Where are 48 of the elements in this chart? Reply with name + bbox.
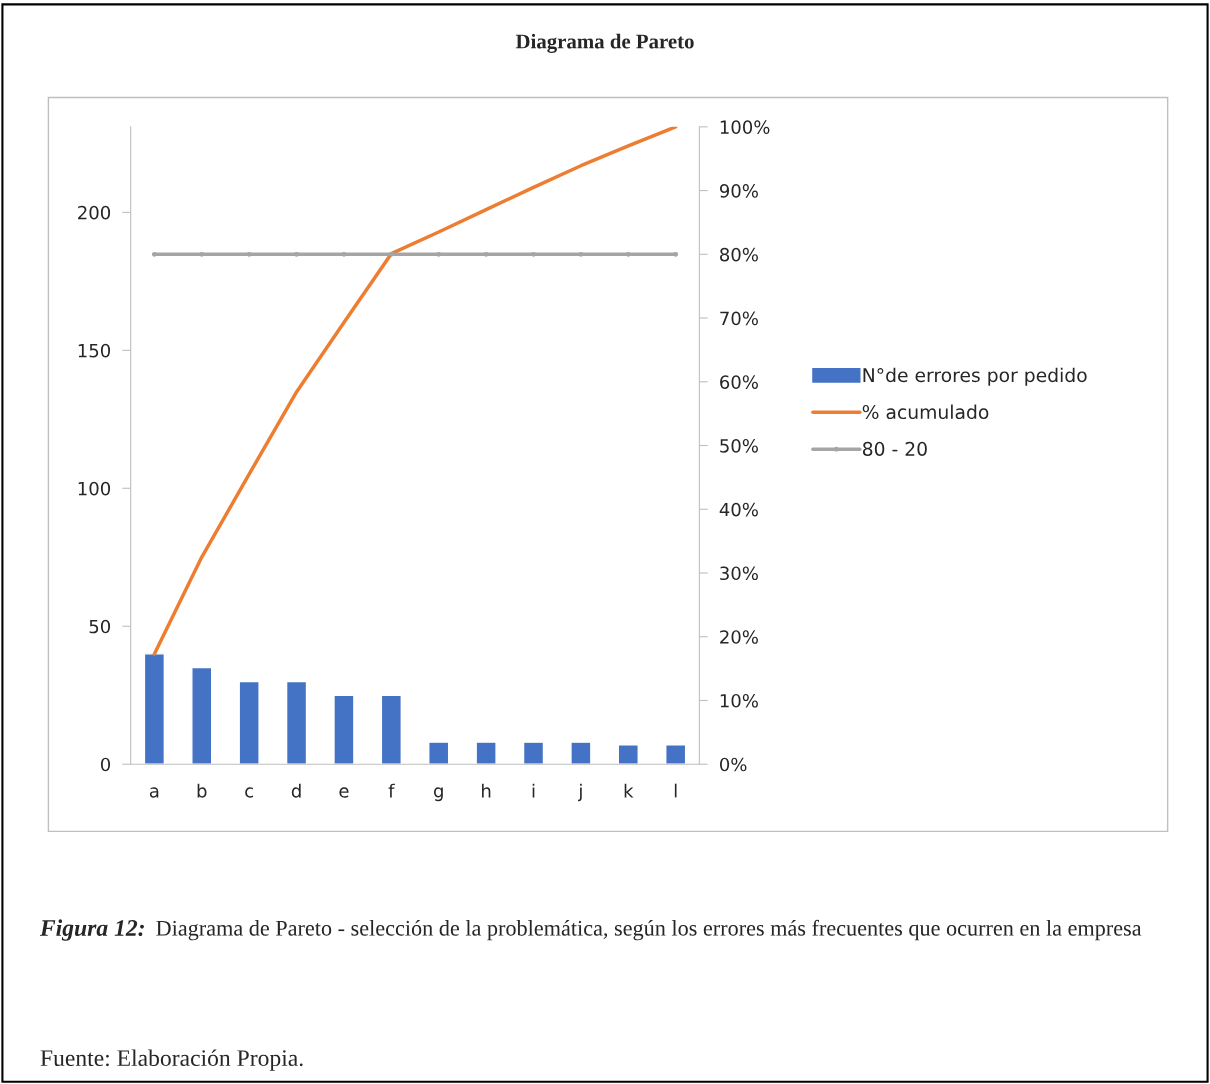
x-tick-label: c [245,787,253,798]
legend-label: N°de errores por pedido [863,367,1087,386]
x-tick-label: j [578,783,582,802]
bar [428,741,450,765]
text: Diagrama de Pareto - selección de la problemática, según los errores más frecuentes que ocurren en la empresa [156,919,1142,941]
y2-tick-label: 80% [720,247,758,262]
bar [285,680,308,765]
y2-tick-label: 30% [720,566,758,581]
y2-tick-label: 50% [720,438,758,453]
x-tick-label: a [149,787,159,798]
y-tick-label: 100 [78,481,111,496]
bar [475,741,497,765]
x-tick-label: e [339,787,349,798]
x-tick-label: h [482,783,491,798]
x-tick-label: l [674,783,677,798]
bar [143,653,166,765]
bar [333,694,355,765]
x-tick-label: g [433,787,443,802]
legend-label: 80 - 20 [862,441,927,456]
bar [238,680,260,765]
source-note: Fuente: Elaboración Propia. [40,1049,303,1071]
y2-tick-label: 10% [720,693,758,708]
x-tick-label: k [624,783,634,798]
line-series [152,126,678,656]
y2-tick-label: 70% [720,311,758,326]
x-tick-label: i [532,783,535,798]
y2-tick-label: 60% [720,375,758,389]
y-tick-label: 150 [78,343,111,358]
bar [665,744,687,765]
bar [191,666,213,765]
x-tick-label: b [197,783,207,798]
y-tick-label: 50 [89,619,111,634]
bar [380,694,402,765]
legend-label: % acumulado [862,404,989,420]
x-tick-label: f [388,783,395,798]
bar [617,744,639,765]
y-tick-label: 200 [78,205,111,220]
y-tick-label: 0 [100,757,111,772]
text: Figura 12: [39,919,144,941]
y2-tick-label: 20% [720,630,758,644]
y2-tick-label: 40% [719,502,758,517]
y2-tick-label: 90% [719,184,758,198]
bar [570,741,592,765]
y2-tick-label: 100% [720,120,770,134]
x-tick-label: d [291,783,301,798]
chart-title: Diagrama de Pareto [515,33,694,53]
y2-tick-label: 0% [720,757,747,772]
bar [522,741,545,765]
